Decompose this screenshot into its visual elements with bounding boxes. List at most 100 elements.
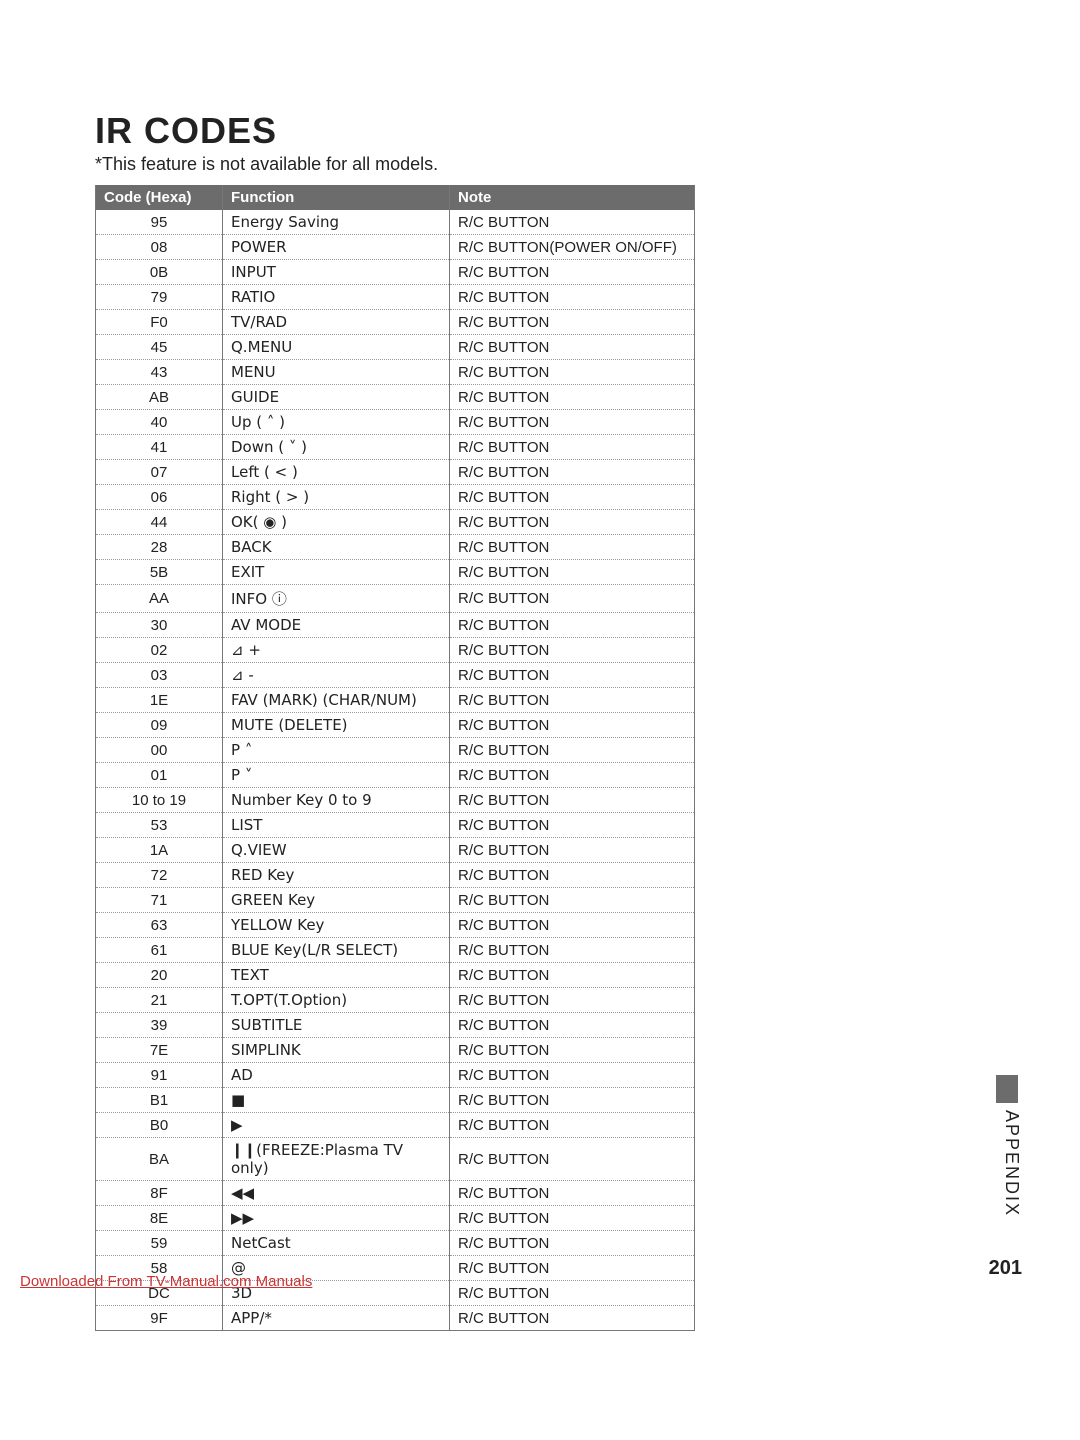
cell-note: R/C BUTTON <box>450 210 695 235</box>
cell-note: R/C BUTTON <box>450 988 695 1013</box>
header-note: Note <box>450 185 695 210</box>
table-row: 08POWERR/C BUTTON(POWER ON/OFF) <box>96 235 695 260</box>
cell-function: Q.VIEW <box>223 838 450 863</box>
cell-function: TV/RAD <box>223 310 450 335</box>
table-row: AAINFO ⓘR/C BUTTON <box>96 585 695 613</box>
table-row: 20TEXTR/C BUTTON <box>96 963 695 988</box>
table-row: 45Q.MENUR/C BUTTON <box>96 335 695 360</box>
cell-note: R/C BUTTON <box>450 813 695 838</box>
cell-code: 53 <box>96 813 223 838</box>
cell-code: 72 <box>96 863 223 888</box>
cell-code: BA <box>96 1138 223 1181</box>
cell-function: MUTE (DELETE) <box>223 713 450 738</box>
cell-code: 8E <box>96 1206 223 1231</box>
cell-function: ▶▶ <box>223 1206 450 1231</box>
cell-function: ▶ <box>223 1113 450 1138</box>
cell-function: BACK <box>223 535 450 560</box>
table-row: 03⊿ -R/C BUTTON <box>96 663 695 688</box>
cell-note: R/C BUTTON <box>450 763 695 788</box>
page-number: 201 <box>989 1257 1022 1280</box>
cell-code: F0 <box>96 310 223 335</box>
table-row: 40Up ( ˄ )R/C BUTTON <box>96 410 695 435</box>
table-row: 95Energy SavingR/C BUTTON <box>96 210 695 235</box>
table-row: 00P ˄R/C BUTTON <box>96 738 695 763</box>
table-row: 61BLUE Key(L/R SELECT)R/C BUTTON <box>96 938 695 963</box>
cell-function: AV MODE <box>223 613 450 638</box>
cell-code: 59 <box>96 1231 223 1256</box>
cell-code: 10 to 19 <box>96 788 223 813</box>
cell-note: R/C BUTTON <box>450 285 695 310</box>
cell-function: ◀◀ <box>223 1181 450 1206</box>
cell-note: R/C BUTTON <box>450 613 695 638</box>
cell-function: Up ( ˄ ) <box>223 410 450 435</box>
section-label: APPENDIX <box>1001 1110 1022 1217</box>
cell-function: MENU <box>223 360 450 385</box>
cell-code: 07 <box>96 460 223 485</box>
cell-code: 41 <box>96 435 223 460</box>
table-row: 5BEXITR/C BUTTON <box>96 560 695 585</box>
table-row: 0BINPUTR/C BUTTON <box>96 260 695 285</box>
table-row: 10 to 19Number Key 0 to 9R/C BUTTON <box>96 788 695 813</box>
cell-note: R/C BUTTON <box>450 510 695 535</box>
cell-note: R/C BUTTON <box>450 688 695 713</box>
cell-note: R/C BUTTON <box>450 535 695 560</box>
cell-function: INFO ⓘ <box>223 585 450 613</box>
cell-function: GUIDE <box>223 385 450 410</box>
cell-note: R/C BUTTON <box>450 888 695 913</box>
cell-code: B0 <box>96 1113 223 1138</box>
table-row: BA❙❙(FREEZE:Plasma TV only)R/C BUTTON <box>96 1138 695 1181</box>
cell-note: R/C BUTTON <box>450 335 695 360</box>
cell-function: SIMPLINK <box>223 1038 450 1063</box>
cell-code: 71 <box>96 888 223 913</box>
table-row: 1AQ.VIEWR/C BUTTON <box>96 838 695 863</box>
cell-function: FAV (MARK) (CHAR/NUM) <box>223 688 450 713</box>
cell-note: R/C BUTTON <box>450 938 695 963</box>
cell-code: 1A <box>96 838 223 863</box>
cell-code: 44 <box>96 510 223 535</box>
cell-note: R/C BUTTON <box>450 663 695 688</box>
cell-note: R/C BUTTON <box>450 638 695 663</box>
table-row: 7ESIMPLINKR/C BUTTON <box>96 1038 695 1063</box>
cell-code: 45 <box>96 335 223 360</box>
cell-function: Q.MENU <box>223 335 450 360</box>
cell-code: 95 <box>96 210 223 235</box>
cell-function: BLUE Key(L/R SELECT) <box>223 938 450 963</box>
cell-function: Down ( ˅ ) <box>223 435 450 460</box>
table-row: 28BACKR/C BUTTON <box>96 535 695 560</box>
cell-note: R/C BUTTON <box>450 1113 695 1138</box>
table-row: B0▶R/C BUTTON <box>96 1113 695 1138</box>
cell-note: R/C BUTTON <box>450 1038 695 1063</box>
cell-function: P ˄ <box>223 738 450 763</box>
cell-note: R/C BUTTON <box>450 1181 695 1206</box>
table-row: 06Right ( > )R/C BUTTON <box>96 485 695 510</box>
cell-note: R/C BUTTON <box>450 1306 695 1331</box>
table-row: 39SUBTITLER/C BUTTON <box>96 1013 695 1038</box>
header-code: Code (Hexa) <box>96 185 223 210</box>
cell-note: R/C BUTTON <box>450 913 695 938</box>
cell-note: R/C BUTTON <box>450 863 695 888</box>
table-row: B1■R/C BUTTON <box>96 1088 695 1113</box>
cell-note: R/C BUTTON <box>450 485 695 510</box>
table-row: 44OK( ◉ )R/C BUTTON <box>96 510 695 535</box>
cell-function: ⊿ + <box>223 638 450 663</box>
cell-function: Left ( < ) <box>223 460 450 485</box>
cell-code: 03 <box>96 663 223 688</box>
cell-function: LIST <box>223 813 450 838</box>
cell-note: R/C BUTTON <box>450 1088 695 1113</box>
subtitle-note: *This feature is not available for all m… <box>95 154 985 175</box>
cell-note: R/C BUTTON <box>450 788 695 813</box>
cell-note: R/C BUTTON <box>450 460 695 485</box>
cell-note: R/C BUTTON <box>450 385 695 410</box>
table-row: 02⊿ +R/C BUTTON <box>96 638 695 663</box>
cell-note: R/C BUTTON <box>450 1013 695 1038</box>
cell-note: R/C BUTTON <box>450 310 695 335</box>
cell-code: 7E <box>96 1038 223 1063</box>
download-watermark: Downloaded From TV-Manual.com Manuals <box>20 1273 312 1290</box>
cell-note: R/C BUTTON <box>450 838 695 863</box>
table-row: 8F◀◀R/C BUTTON <box>96 1181 695 1206</box>
cell-function: Number Key 0 to 9 <box>223 788 450 813</box>
header-function: Function <box>223 185 450 210</box>
cell-code: 63 <box>96 913 223 938</box>
table-row: 79RATIOR/C BUTTON <box>96 285 695 310</box>
cell-note: R/C BUTTON <box>450 963 695 988</box>
